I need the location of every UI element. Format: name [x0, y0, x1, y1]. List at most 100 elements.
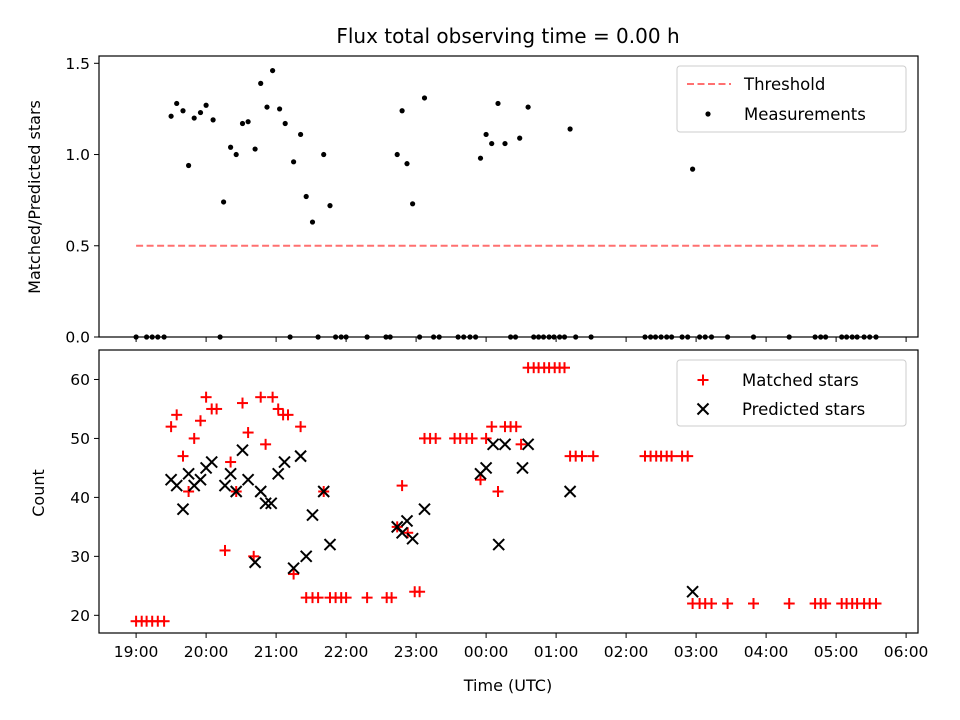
measurement-point — [186, 162, 192, 169]
predicted-star-point — [299, 550, 313, 563]
measurement-point — [291, 159, 297, 165]
measurement-point — [394, 151, 400, 158]
measurement-point — [873, 334, 879, 340]
chart-title: Flux total observing time = 0.00 h — [336, 24, 679, 48]
measurement-point — [750, 334, 757, 340]
matched-star-point — [282, 409, 294, 421]
measurement-point — [489, 140, 495, 147]
predicted-star-point — [400, 514, 414, 528]
measurement-point — [642, 334, 648, 340]
measurement-point — [387, 334, 393, 340]
measurement-point — [818, 334, 824, 340]
matched-star-point — [237, 397, 248, 409]
predicted-star-point-b — [218, 479, 232, 492]
predicted-star-point — [306, 508, 319, 522]
measurement-point — [525, 104, 531, 110]
predicted-star-point — [205, 455, 218, 469]
measurement-point — [221, 199, 227, 205]
measurement-point — [573, 334, 579, 340]
measurement-point — [512, 334, 519, 340]
measurement-point — [697, 334, 703, 340]
predicted-star-point — [236, 444, 249, 457]
matched-star-point — [177, 450, 189, 462]
predicted-star-point-b — [323, 538, 337, 551]
predicted-star-point-b — [516, 461, 529, 475]
predicted-star-point-b — [259, 497, 272, 510]
predicted-star-point — [486, 438, 500, 451]
measurement-point — [812, 334, 818, 340]
matched-star-point — [722, 598, 734, 610]
measurement-point — [133, 334, 139, 340]
legend-predicted-swatch-b — [696, 402, 710, 416]
top-ylabel: Matched/Predicted stars — [25, 100, 44, 294]
predicted-star-point — [479, 461, 493, 475]
measurement-point — [239, 120, 246, 127]
measurement-point — [473, 334, 479, 340]
measurement-point — [298, 131, 304, 138]
bottom-xtick-label: 22:00 — [324, 643, 369, 661]
matched-star-point — [255, 391, 267, 403]
predicted-star-point — [176, 502, 190, 516]
measurement-point — [364, 334, 370, 340]
bottom-ylabel: Count — [29, 469, 48, 517]
matched-star-point — [492, 486, 504, 497]
predicted-star-point — [294, 449, 307, 463]
measurement-point — [861, 334, 867, 340]
matched-star-point — [288, 568, 300, 580]
bottom-xtick-label: 20:00 — [184, 643, 229, 661]
predicted-star-point-b — [498, 438, 512, 451]
predicted-star-point-b — [406, 532, 419, 545]
bottom-xtick-label: 06:00 — [884, 643, 929, 661]
predicted-star-point — [224, 467, 237, 481]
bottom-xtick-label: 01:00 — [534, 643, 579, 661]
matched-star-point — [486, 421, 498, 433]
measurement-point — [823, 334, 829, 340]
predicted-star-point-b — [317, 485, 330, 498]
measurement-point — [309, 219, 316, 225]
predicted-star-point-b — [164, 473, 178, 486]
predicted-star-point-b — [418, 502, 431, 516]
bottom-xtick-label: 05:00 — [814, 643, 859, 661]
bottom-xlabel: Time (UTC) — [463, 676, 552, 695]
measurement-point — [228, 144, 234, 150]
measurement-point — [664, 334, 670, 340]
matched-star-point — [188, 432, 200, 444]
measurement-point — [669, 334, 675, 340]
measurement-point — [245, 119, 251, 125]
predicted-star-point — [182, 467, 195, 481]
measurement-point — [174, 100, 180, 107]
legend-predicted-swatch — [696, 402, 710, 416]
predicted-star-point — [278, 455, 291, 469]
measurement-point — [210, 117, 216, 123]
measurement-point — [149, 334, 155, 340]
measurement-point — [217, 334, 223, 340]
measurement-point — [685, 334, 691, 340]
predicted-star-point — [170, 479, 183, 492]
measurement-point — [483, 131, 489, 138]
top-ytick-label: 0.5 — [65, 237, 90, 255]
predicted-star-point-b — [264, 497, 278, 510]
matched-star-point — [748, 598, 759, 610]
predicted-star-point-b — [299, 550, 313, 563]
bottom-ytick-label: 50 — [70, 430, 90, 448]
predicted-star-point-b — [306, 508, 319, 522]
measurement-point — [436, 334, 442, 340]
matched-star-point — [666, 450, 678, 462]
predicted-star-point-b — [176, 502, 190, 516]
predicted-star-point-b — [182, 467, 195, 481]
bottom-ytick-label: 40 — [70, 489, 90, 507]
measurement-point — [477, 155, 484, 161]
predicted-star-point — [498, 438, 512, 451]
measurement-point — [844, 334, 850, 340]
bottom-ytick-label: 60 — [70, 371, 90, 389]
bottom-ytick-label: 20 — [70, 607, 90, 625]
predicted-star-point — [317, 485, 330, 498]
measurement-point — [144, 334, 150, 340]
measurement-point — [455, 334, 461, 340]
measurement-point — [495, 100, 501, 107]
measurement-point — [203, 102, 209, 108]
measurement-point — [508, 334, 514, 340]
matched-star-point — [783, 598, 795, 610]
measurement-point — [168, 113, 174, 119]
measurement-point — [252, 146, 258, 152]
